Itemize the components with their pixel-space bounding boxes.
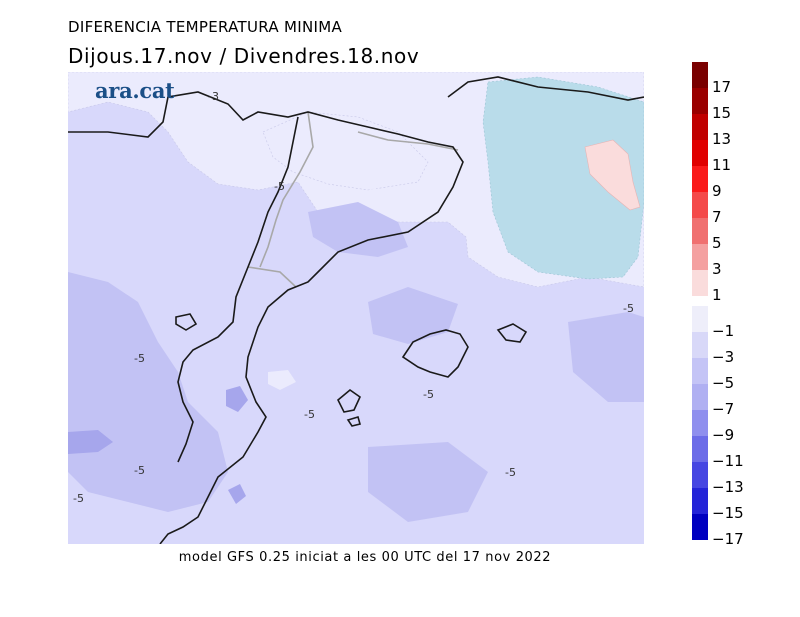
field-light-spot-2 [363,188,380,206]
field-dark-west [68,272,228,512]
field-light-spot [268,370,296,390]
coastline-iberia [68,91,464,544]
legend-swatch [692,358,708,384]
contour-label: -5 [134,352,145,365]
legend-label: −5 [712,374,735,392]
legend-swatch [692,488,708,514]
chart-subtitle: Dijous.17.nov / Divendres.18.nov [68,44,420,68]
island-mallorca [401,329,469,378]
contour-label: -5 [274,180,285,193]
legend-swatch [692,192,708,218]
legend-swatch [692,114,708,140]
model-footer: model GFS 0.25 iniciat a les 00 UTC del … [178,550,552,565]
legend-label: 13 [712,130,732,148]
ara-cat-logo: ara.cat [95,78,175,103]
legend-label: 3 [712,260,722,278]
field-dark-east [568,312,644,402]
coastline-cape [175,313,198,331]
contour-label: -5 [623,302,634,315]
legend-swatch [692,332,708,358]
island-ibiza [337,388,362,413]
legend-label: −17 [712,530,744,548]
legend-label: 11 [712,156,732,174]
legend-label: −11 [712,452,744,470]
coastline-france [447,76,644,101]
legend-label: 7 [712,208,722,226]
legend-label: −3 [712,348,735,366]
legend-label: 1 [712,286,722,304]
legend-swatch [692,306,708,332]
legend-swatch [692,514,708,540]
legend-swatch [692,140,708,166]
legend-swatch [692,88,708,114]
contour-label: -5 [134,464,145,477]
legend-swatch [692,410,708,436]
chart-title: DIFERENCIA TEMPERATURA MINIMA [68,18,343,36]
border-pyrenees [177,116,299,463]
field-warm-spot [584,139,641,211]
legend-swatch [692,218,708,244]
legend-swatch [692,270,708,296]
contour-label: -5 [73,492,84,505]
legend-label: 9 [712,182,722,200]
island-menorca [496,323,528,343]
legend-label: −7 [712,400,735,418]
island-formentera [346,416,361,427]
legend-label: −15 [712,504,744,522]
border-lines [247,111,459,288]
legend-swatch [692,436,708,462]
legend-swatch [692,166,708,192]
field-dark-center [308,202,408,257]
legend-label: 15 [712,104,732,122]
contour-label: -5 [505,466,516,479]
legend-label: −9 [712,426,735,444]
field-darker-spot-1 [68,430,113,454]
field-darker-spot-3 [228,484,246,504]
legend-label: −13 [712,478,744,496]
legend-label: 17 [712,78,732,96]
legend-label: −1 [712,322,735,340]
legend-label: 5 [712,234,722,252]
temperature-map: -3 -5 -5 -5 -5 -5 -5 -5 -5 [68,72,644,544]
field-dark-south [368,442,488,522]
legend-swatch [692,384,708,410]
contour-label: -5 [423,388,434,401]
legend-swatch [692,62,708,88]
contour-label: -3 [208,90,219,103]
legend-swatch [692,462,708,488]
legend-swatch [692,244,708,270]
contour-label: -5 [304,408,315,421]
color-legend [692,62,710,554]
field-darker-spot-2 [226,386,248,412]
field-sea-warm [482,76,644,280]
field-dark-islands [368,287,458,344]
